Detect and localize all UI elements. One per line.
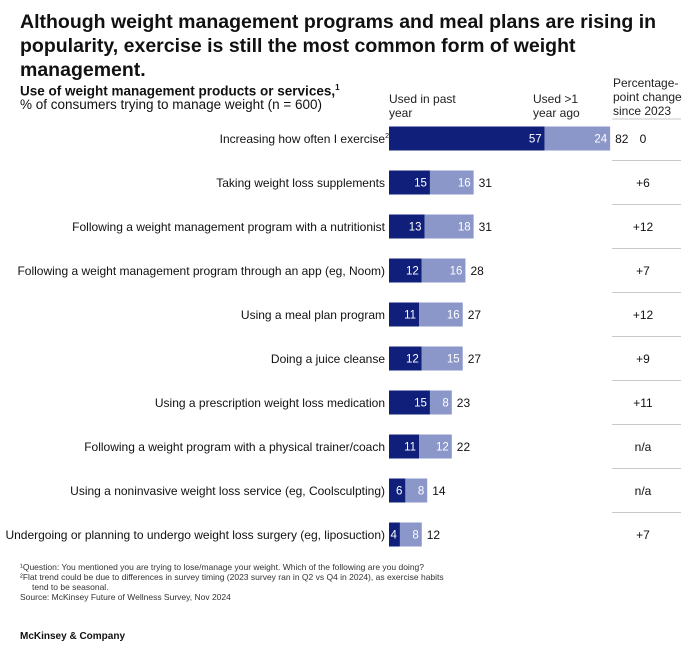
- total-label: 31: [479, 220, 493, 234]
- total-label: 23: [457, 396, 471, 410]
- bar-used-past-year: [389, 214, 425, 239]
- footnote-2: ²Flat trend could be due to differences …: [20, 572, 444, 582]
- pp-change-value: n/a: [635, 440, 652, 454]
- bar-used-over-1-year: [419, 302, 463, 327]
- stacked-bar-chart: Increasing how often I exercise2 57 24 82 0T…: [5, 118, 681, 547]
- pp-change-value: +9: [636, 352, 650, 366]
- headline: Although weight management programs and …: [20, 11, 657, 81]
- source-note: Source: McKinsey Future of Wellness Surv…: [20, 592, 231, 602]
- category-label: Undergoing or planning to undergo weight…: [5, 528, 385, 542]
- category-label: Following a weight management program wi…: [72, 220, 385, 234]
- pp-change-value: +7: [636, 528, 650, 542]
- value-label-over-1-year: 12: [436, 442, 449, 454]
- category-label: Following a weight management program th…: [17, 264, 385, 278]
- chart-description: % of consumers trying to manage weight (…: [20, 97, 323, 112]
- pp-change-value: +6: [636, 176, 650, 190]
- category-label: Using a meal plan program: [241, 308, 385, 322]
- total-label: 82: [615, 132, 629, 146]
- total-label: 28: [470, 264, 484, 278]
- value-label-over-1-year: 15: [447, 354, 460, 366]
- value-label-over-1-year: 8: [442, 398, 448, 410]
- bar-used-over-1-year: [419, 434, 452, 459]
- bar-used-over-1-year: [421, 346, 463, 371]
- bar-used-past-year: [389, 170, 430, 195]
- bar-used-over-1-year: [429, 390, 452, 415]
- value-label-past-year: 11: [404, 310, 416, 322]
- bar-used-past-year: [389, 522, 400, 547]
- bar-used-over-1-year: [421, 258, 466, 283]
- bar-used-over-1-year: [429, 170, 474, 195]
- total-label: 31: [479, 176, 493, 190]
- footnote-2-continued: tend to be seasonal.: [32, 582, 109, 592]
- bar-used-past-year: [389, 126, 545, 151]
- chart-subtitle: Use of weight management products or ser…: [20, 80, 380, 100]
- value-label-past-year: 57: [529, 134, 542, 146]
- pp-change-value: +7: [636, 264, 650, 278]
- value-label-over-1-year: 16: [450, 266, 463, 278]
- bar-used-past-year: [389, 478, 406, 503]
- pp-change-value: 0: [640, 132, 647, 146]
- value-label-past-year: 15: [414, 398, 427, 410]
- pp-change-value: n/a: [635, 484, 652, 498]
- bar-used-past-year: [389, 346, 422, 371]
- value-label-past-year: 4: [391, 530, 398, 542]
- category-label: Taking weight loss supplements: [216, 176, 385, 190]
- value-label-over-1-year: 18: [458, 222, 471, 234]
- footnotes: ¹Question: You mentioned you are trying …: [20, 562, 620, 602]
- bar-used-past-year: [389, 434, 420, 459]
- bar-used-past-year: [389, 302, 420, 327]
- bar-used-over-1-year: [424, 214, 474, 239]
- value-label-past-year: 6: [396, 486, 402, 498]
- total-label: 27: [468, 308, 482, 322]
- footnote-1: ¹Question: You mentioned you are trying …: [20, 562, 424, 572]
- category-label: Following a weight program with a physic…: [84, 440, 385, 454]
- value-label-over-1-year: 16: [458, 178, 471, 190]
- pp-change-value: +11: [633, 396, 653, 410]
- chart-subtitle-text: Use of weight management products or ser…: [20, 83, 336, 99]
- value-label-over-1-year: 8: [418, 486, 424, 498]
- pp-change-value: +12: [633, 308, 654, 322]
- value-label-past-year: 13: [409, 222, 422, 234]
- bar-used-past-year: [389, 258, 422, 283]
- value-label-past-year: 15: [414, 178, 427, 190]
- column-header-pp-change: Percentage-point change since 2023: [613, 76, 682, 118]
- value-label-over-1-year: 16: [447, 310, 460, 322]
- category-footnote-marker: 2: [385, 133, 389, 140]
- column-header-over-1-year: Used >1 year ago: [533, 92, 580, 120]
- total-label: 14: [432, 484, 446, 498]
- bar-used-over-1-year: [399, 522, 422, 547]
- brand-logo-text: McKinsey & Company: [20, 631, 126, 642]
- category-label: Using a noninvasive weight loss service …: [70, 484, 385, 498]
- value-label-past-year: 12: [406, 266, 419, 278]
- value-label-past-year: 12: [406, 354, 419, 366]
- category-label: Doing a juice cleanse: [271, 352, 385, 366]
- category-label: Increasing how often I exercise2: [220, 132, 389, 146]
- category-label: Using a prescription weight loss medicat…: [155, 396, 385, 410]
- value-label-over-1-year: 24: [594, 134, 607, 146]
- total-label: 27: [468, 352, 482, 366]
- value-label-past-year: 11: [404, 442, 416, 454]
- total-label: 22: [457, 440, 471, 454]
- bar-used-over-1-year: [405, 478, 428, 503]
- footnote-marker: 1: [335, 83, 340, 92]
- total-label: 12: [427, 528, 441, 542]
- value-label-over-1-year: 8: [412, 530, 418, 542]
- bar-used-past-year: [389, 390, 430, 415]
- pp-change-value: +12: [633, 220, 654, 234]
- column-header-past-year: Used in past year: [389, 92, 456, 120]
- bar-used-over-1-year: [544, 126, 611, 151]
